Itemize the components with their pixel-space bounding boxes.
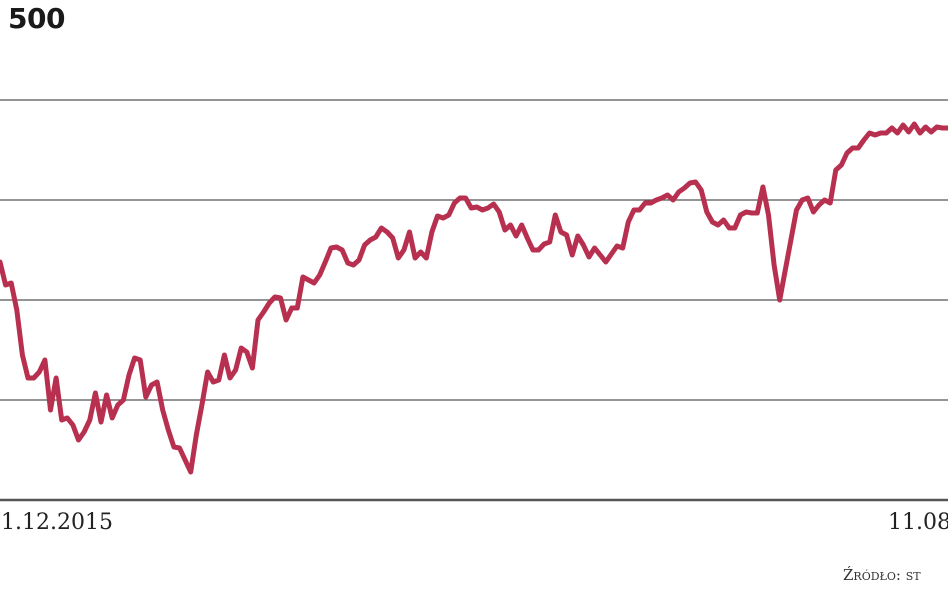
x-tick-label-start: 31.12.2015: [0, 510, 113, 535]
gridlines: [0, 99, 948, 502]
chart-title: 500: [8, 2, 65, 35]
source-note: Źródło: st: [843, 566, 921, 584]
x-tick-label-end: 11.08: [888, 510, 948, 535]
series-line: [0, 121, 948, 475]
